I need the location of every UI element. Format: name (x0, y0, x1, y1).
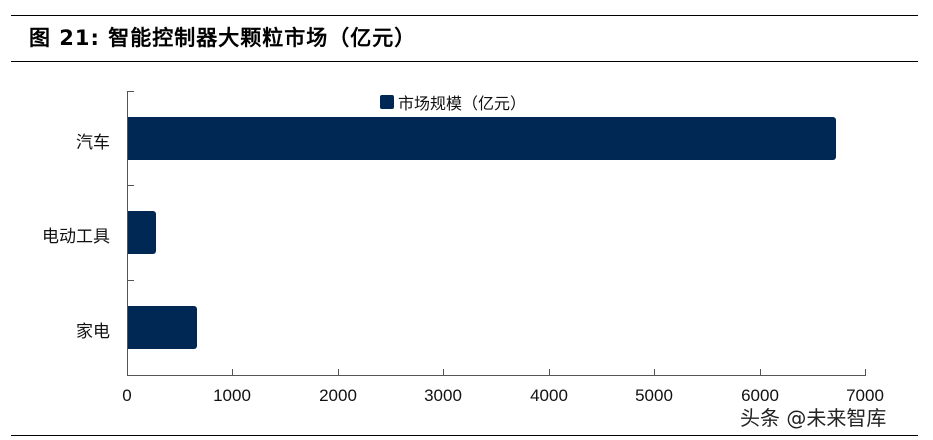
y-axis-tick (127, 185, 134, 186)
bar-auto (128, 117, 836, 160)
title-bottom-rule (11, 61, 918, 62)
bottom-rule (11, 435, 918, 436)
top-rule (11, 15, 918, 16)
x-tick-label: 3000 (424, 386, 462, 405)
y-axis-tick (127, 280, 134, 281)
x-axis-tick (549, 369, 550, 375)
x-axis-tick (338, 369, 339, 375)
category-label-auto: 汽车 (76, 133, 110, 153)
x-tick-label: 4000 (530, 386, 568, 405)
x-axis-tick (760, 369, 761, 375)
x-axis-tick (232, 369, 233, 375)
y-axis-tick (127, 91, 134, 92)
legend-swatch (380, 95, 394, 109)
figure-title: 图 21: 智能控制器大颗粒市场（亿元） (29, 26, 417, 50)
bar-home-appliances (128, 306, 197, 349)
legend-label: 市场规模（亿元） (398, 94, 527, 113)
watermark: 头条 @未来智库 (740, 406, 887, 430)
x-axis-tick (865, 369, 866, 375)
x-tick-label: 2000 (319, 386, 357, 405)
category-label-home-appliances: 家电 (76, 322, 110, 342)
x-tick-label: 1000 (213, 386, 251, 405)
x-axis-tick (654, 369, 655, 375)
x-axis-tick (443, 369, 444, 375)
category-label-power-tools: 电动工具 (42, 227, 110, 247)
x-tick-label: 7000 (846, 386, 884, 405)
x-tick-label: 0 (122, 386, 132, 405)
x-tick-label: 6000 (741, 386, 779, 405)
bar-power-tools (128, 211, 156, 254)
legend: 市场规模（亿元） (380, 90, 526, 114)
x-tick-label: 5000 (635, 386, 673, 405)
y-axis (127, 91, 128, 376)
x-axis (127, 375, 866, 376)
